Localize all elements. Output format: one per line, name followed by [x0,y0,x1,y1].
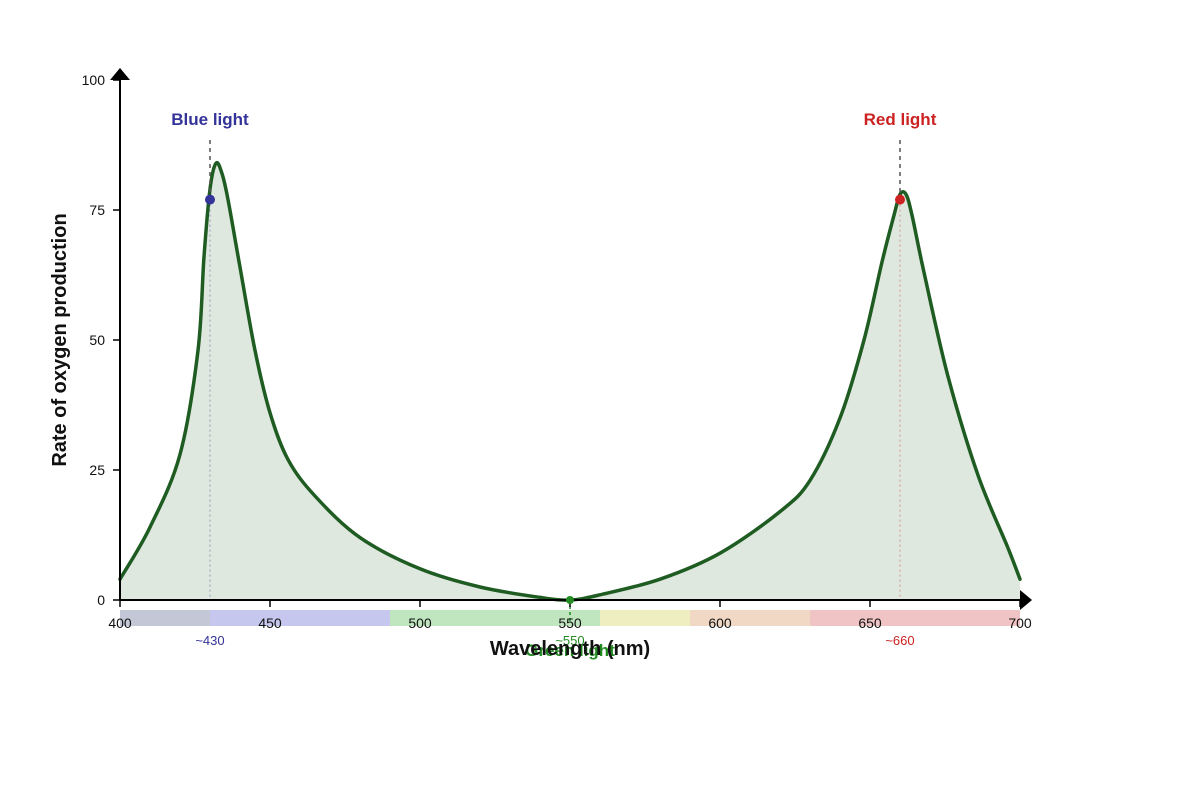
peak-label: Blue light [171,110,249,129]
spectrum-band [120,610,210,626]
spectrum-band [810,610,1020,626]
x-axis-title: Wavelength (nm) [490,638,650,660]
x-tick-label: 650 [858,615,882,631]
spectrum-band [690,610,810,626]
guide-line-group [209,140,901,624]
y-tick-label: 25 [89,462,105,478]
x-tick-label: 550 [558,615,582,631]
peak-label: Red light [864,110,937,129]
y-axis-title: Rate of oxygen production [49,213,71,466]
data-point-marker [205,194,215,205]
x-tick-label: 500 [408,615,432,631]
y-tick-label: 50 [89,332,105,348]
peak-wavelength-label: ~660 [885,633,914,648]
y-axis-arrow [110,68,130,80]
spectrum-band [390,610,600,626]
y-tick-label: 75 [89,202,105,218]
x-axis-arrow [1020,590,1032,610]
data-point-marker [566,596,574,604]
tick-group: 400 450 500 550 600 650 700 0 25 50 75 100 [82,72,1032,631]
area-fill [120,162,1020,601]
spectrum-band-group [120,610,1020,626]
peak-wavelength-label: ~550 [555,633,584,648]
spectrum-band [210,610,390,626]
y-tick-label: 100 [82,72,106,88]
marker-group [205,194,905,604]
x-tick-label: 600 [708,615,732,631]
peak-label: Green light [525,641,615,660]
data-point-marker [895,194,905,205]
x-tick-label: 700 [1008,615,1032,631]
x-tick-label: 450 [258,615,282,631]
peak-wavelength-label: ~430 [195,633,224,648]
spectrum-band [600,610,690,626]
y-tick-label: 0 [97,592,105,608]
area-group [118,160,1022,602]
x-tick-label: 400 [108,615,132,631]
